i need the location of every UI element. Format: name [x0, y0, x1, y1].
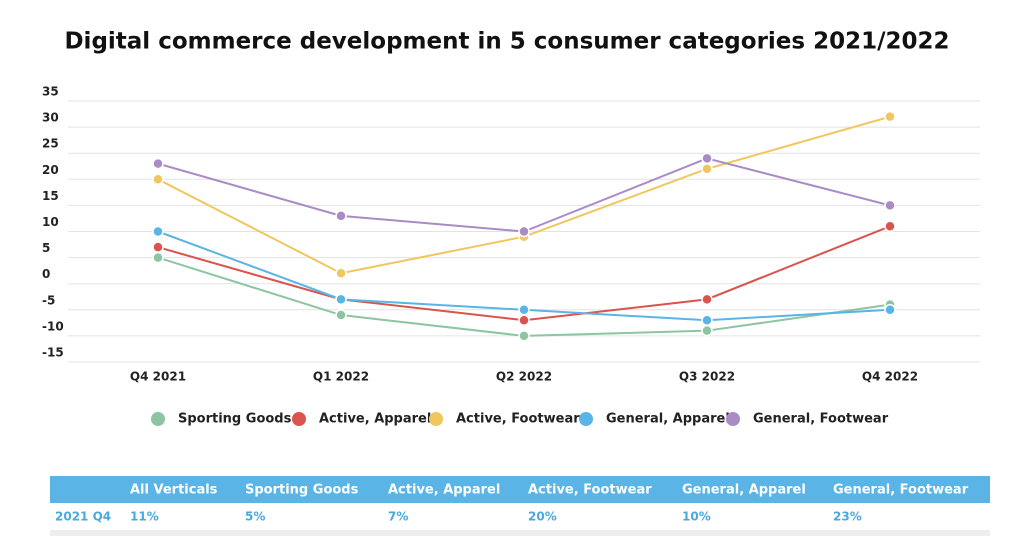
legend-label: Active, Footwear [456, 412, 580, 427]
y-tick-label: 35 [42, 85, 59, 99]
y-tick-label: 5 [42, 241, 50, 255]
data-point [335, 309, 347, 321]
x-tick-label: Q4 2021 [130, 370, 186, 384]
table-row-label: 2021 Q4 [55, 510, 111, 524]
data-point [884, 304, 896, 316]
data-point [518, 314, 530, 326]
x-tick-label: Q4 2022 [862, 370, 918, 384]
y-tick-label: 20 [42, 163, 59, 177]
table-header-bg [50, 476, 990, 503]
plot: -15 -10 -5 0 5 10 15 20 25 30 35 Q4 2021 Q1 2022 Q2 2… [42, 85, 980, 384]
legend-label: Active, Apparel [319, 412, 431, 427]
y-tick-label: -10 [42, 319, 64, 333]
data-point [884, 110, 896, 123]
data-point [884, 220, 896, 233]
data-point [152, 241, 164, 253]
table-cell: 7% [388, 510, 408, 524]
y-tick-label: -5 [42, 293, 55, 307]
data-point [518, 304, 530, 316]
legend-label: Sporting Goods [178, 412, 292, 427]
data-point [335, 293, 347, 306]
x-tick-label: Q2 2022 [496, 370, 552, 384]
legend-marker [292, 412, 306, 426]
data-point [335, 210, 347, 222]
legend: Sporting Goods Active, Apparel Active, Foo… [151, 412, 889, 427]
y-tick-label: 15 [42, 189, 59, 203]
data-point [152, 251, 164, 264]
table-header: Active, Footwear [528, 483, 652, 498]
table-header: Sporting Goods [245, 483, 359, 498]
legend-marker [579, 412, 593, 426]
x-tick-label: Q3 2022 [679, 370, 735, 384]
data-point [335, 267, 347, 280]
y-tick-label: 10 [42, 215, 59, 229]
table-header: Active, Apparel [388, 483, 500, 498]
table-header: All Verticals [130, 483, 218, 498]
table: All Verticals Sporting Goods Active, Appar… [50, 476, 990, 536]
y-tick-label: 30 [42, 111, 59, 125]
table-header: General, Footwear [833, 483, 969, 498]
data-point [884, 199, 896, 212]
legend-label: General, Apparel [606, 412, 730, 427]
data-point [701, 324, 713, 337]
table-cell: 10% [682, 510, 711, 524]
series-line [157, 157, 891, 233]
data-point [152, 225, 164, 238]
table-header: General, Apparel [682, 483, 806, 498]
table-cell: 20% [528, 510, 557, 524]
data-point [518, 225, 530, 238]
x-tick-label: Q1 2022 [313, 370, 369, 384]
data-point [518, 330, 530, 342]
data-point [701, 163, 713, 175]
chart-title: Digital commerce development in 5 consum… [64, 29, 949, 55]
legend-marker [429, 412, 443, 426]
y-tick-label: 25 [42, 137, 59, 151]
data-point [701, 152, 713, 165]
data-point [701, 293, 713, 306]
legend-marker [726, 412, 740, 426]
table-row-bg [50, 530, 990, 536]
y-tick-label: 0 [42, 267, 50, 281]
table-cell: 23% [833, 510, 862, 524]
table-cell: 5% [245, 510, 265, 524]
data-point [701, 314, 713, 326]
data-point [152, 157, 164, 170]
data-point [152, 173, 164, 186]
y-tick-label: -15 [42, 346, 64, 360]
legend-label: General, Footwear [753, 412, 889, 427]
legend-marker [151, 412, 165, 426]
table-cell: 11% [130, 510, 159, 524]
